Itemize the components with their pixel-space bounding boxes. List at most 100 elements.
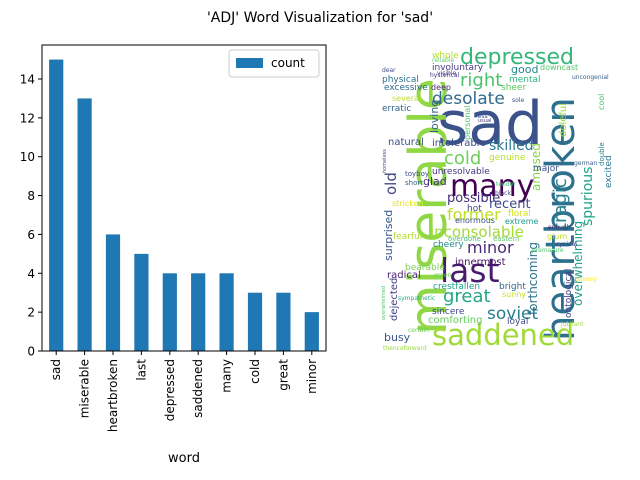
bar-sad [49,59,64,351]
word-cloud-word: glad [423,175,447,188]
word-cloud-word: floral [508,209,531,219]
bar-heartbroken [105,234,121,351]
word-cloud-word: toyboy [405,170,429,178]
x-tick-label: heartbroken [106,359,120,432]
bar-cold [247,292,263,351]
y-tick-label: 14 [20,73,35,87]
word-cloud-word: old [382,172,400,195]
word-cloud-word: short [405,179,423,187]
bar-depressed [162,273,177,351]
word-cloud-word: innermost [455,257,506,268]
word-cloud-word: homeless [382,149,388,173]
word-cloud-word: erratic [382,104,411,114]
word-cloud-word: involuntary [432,63,484,73]
word-cloud-word: excited [604,155,614,188]
word-cloud-word: downcast [540,63,578,72]
word-cloud-word: less [476,113,488,120]
word-cloud-word: bearable [405,263,445,273]
word-cloud-word: sunny [502,290,526,299]
word-cloud-word: physical [382,75,419,85]
word-cloud-word: sad [437,89,543,159]
bar-chart: 0 2 4 6 8 10 12 14 sad miserable heartbroken last d… [20,44,327,466]
word-cloud-word: green [434,272,452,279]
word-cloud-word: major [533,164,559,174]
word-cloud-word: excessive [384,83,428,93]
word-cloud-word: sole [512,97,524,104]
y-tick-label: 8 [27,189,35,203]
bar-last [134,253,149,351]
word-cloud-word: deep [431,83,451,92]
word-cloud-word: crestfallen [433,282,480,292]
word-cloud-word: depressed [460,45,574,70]
word-cloud-word: possible [447,191,500,206]
word-cloud-word: double [598,142,606,166]
word-cloud-word: inconsolable [430,223,524,241]
word-cloud-word: tragic [550,178,571,230]
word-cloud-word: sincere [432,307,465,317]
word-cloud-word: busy [384,331,411,344]
word-cloud-word: miserable [399,78,459,335]
word-cloud-word: spurious [580,167,596,226]
word-cloud-word: great [443,286,491,307]
word-cloud-word: comforting [428,315,483,326]
word-cloud-word: soviet [487,304,539,324]
word-cloud-word: doleful [558,103,569,137]
word-cloud-word: tender [496,181,516,188]
bar-minor [304,312,319,351]
word-cloud-word: glum [547,232,567,241]
word-cloud-background [380,45,580,353]
bar-miserable [77,98,92,351]
word-cloud-word: unresolvable [432,167,490,177]
figure-title: 'ADJ' Word Visualization for 'sad' [207,10,433,26]
x-tick-label: great [276,359,290,391]
word-cloud-word: mental [509,75,541,85]
legend: count [228,49,320,78]
word-cloud-word: cold [444,148,481,169]
word-cloud-word: visible [437,70,456,77]
word-cloud-word: jubilant [560,321,584,328]
legend-swatch [236,58,263,68]
bars [49,59,319,351]
y-tick-label: 10 [20,150,35,164]
word-cloud-word: overwhelmed [381,286,387,320]
word-cloud-word: reliable [432,57,455,64]
word-cloud-word: overdone [448,235,481,243]
x-axis-label: word [168,451,200,466]
word-cloud-word: eastern [493,235,520,243]
word-cloud-word: genuine [489,153,526,163]
word-cloud-word: stricken [392,199,424,208]
word-cloud-word: intolerable [432,138,486,149]
word-cloud-word: dejected [389,278,400,321]
word-cloud-word: dear [382,67,396,74]
word-cloud-word: radical [387,270,421,281]
word-cloud-word: cheery [433,240,464,250]
y-tick-label: 4 [27,267,35,281]
bar-many [219,273,234,351]
word-cloud-word: enormous [455,216,495,225]
word-cloud-word: natural [388,137,424,148]
x-tick-label: saddened [191,359,205,418]
word-cloud-word: fearful [393,232,422,242]
word-cloud-word: former [447,205,501,224]
word-cloud-word: good [511,63,538,76]
word-cloud-word: overwhelming [571,221,585,306]
word-cloud-word: amused [529,143,543,191]
x-tick-label: sad [49,359,63,380]
word-cloud-word: loving [428,100,441,133]
word-cloud-word: bright [499,282,526,292]
y-axis-ticks: 0 2 4 6 8 10 12 14 [20,73,42,359]
bar-saddened [191,273,206,351]
y-tick-label: 0 [27,345,35,359]
word-cloud-word: cynical [556,241,577,248]
x-tick-label: depressed [163,359,177,421]
x-tick-label: cold [248,359,262,384]
bar-great [276,292,291,351]
word-cloud-word: desolate [432,89,505,109]
word-cloud-word: many [450,169,534,204]
x-axis-ticks: sad miserable heartbroken last depressed sadd… [49,351,319,432]
word-cloud-word: surprised [382,210,395,261]
word-cloud-word: gloomy [575,276,598,283]
word-cloud-word: hot [467,204,482,214]
